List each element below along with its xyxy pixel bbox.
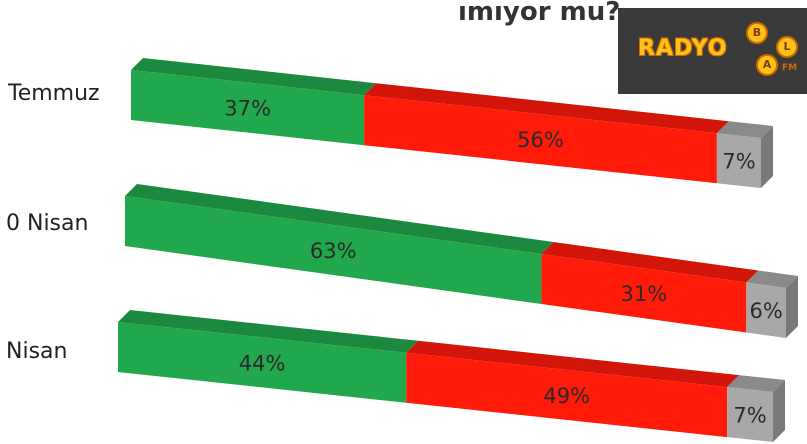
logo-fm: FM xyxy=(782,63,798,73)
value-label: 56% xyxy=(517,128,564,152)
bar-top-face xyxy=(716,121,773,138)
bar-segment xyxy=(406,340,740,438)
value-label: 44% xyxy=(239,351,286,375)
value-label: 7% xyxy=(733,404,766,428)
logo-letter-a: A xyxy=(756,54,778,76)
bar-front-face xyxy=(727,387,773,442)
value-label: 49% xyxy=(543,384,590,408)
bar-segment xyxy=(364,83,729,184)
bar-end-face xyxy=(761,126,773,188)
bar-front-face xyxy=(118,322,407,403)
value-label: 31% xyxy=(621,282,668,306)
category-label: Temmuz xyxy=(7,81,100,106)
bar-front-face xyxy=(125,196,542,304)
value-label: 37% xyxy=(224,97,271,121)
bar-segment xyxy=(727,375,785,442)
radio-logo: RADYO B A L FM xyxy=(618,8,807,94)
bar-front-face xyxy=(746,282,786,338)
bar-segment xyxy=(125,184,554,304)
bar-top-face xyxy=(125,184,554,254)
bar-segment xyxy=(118,310,419,403)
bar-front-face xyxy=(716,133,761,188)
bar-end-face xyxy=(773,380,785,442)
bar-end-face xyxy=(786,276,798,338)
bar-segment xyxy=(746,270,798,338)
value-label: 6% xyxy=(750,299,783,323)
bar-segment xyxy=(131,58,377,146)
bar-top-face xyxy=(118,310,419,353)
bar-top-face xyxy=(746,270,798,288)
bar-top-face xyxy=(406,340,740,388)
logo-letter-l: L xyxy=(776,36,798,58)
bar-front-face xyxy=(541,254,747,333)
bar-front-face xyxy=(131,70,365,146)
category-label: 0 Nisan xyxy=(6,211,88,236)
logo-letter-b: B xyxy=(746,22,768,44)
bar-top-face xyxy=(541,242,759,283)
bar-segment xyxy=(541,242,759,333)
value-label: 7% xyxy=(722,150,755,174)
bar-front-face xyxy=(364,95,717,184)
bar-top-face xyxy=(131,58,377,96)
bar-top-face xyxy=(727,375,785,392)
value-label: 63% xyxy=(310,239,357,263)
bar-front-face xyxy=(406,352,728,438)
bar-top-face xyxy=(364,83,729,134)
logo-text: RADYO xyxy=(638,36,728,61)
chart-title: ımıyor mu? xyxy=(458,0,620,27)
bar-segment xyxy=(716,121,773,188)
category-label: Nisan xyxy=(6,339,67,364)
